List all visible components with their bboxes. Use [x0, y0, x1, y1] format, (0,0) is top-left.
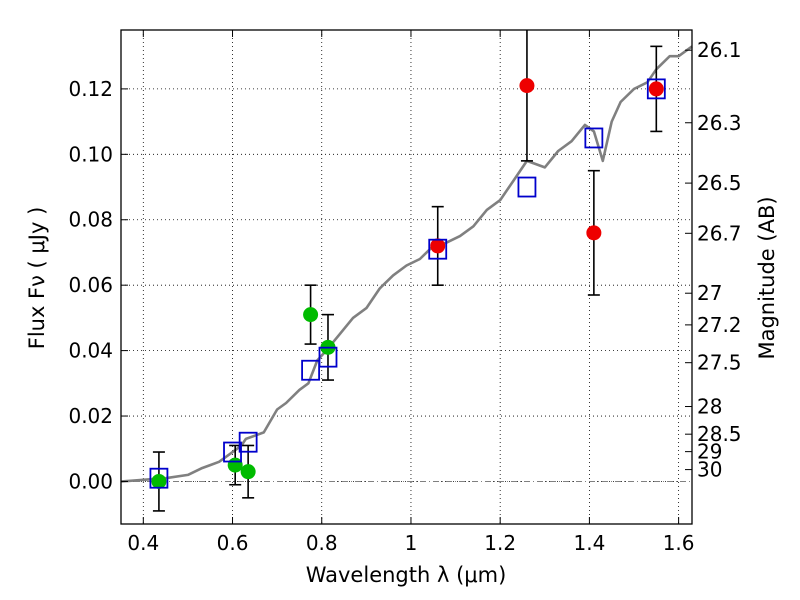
x-tick-label: 1 — [405, 531, 418, 555]
y-tick-label: 0.04 — [68, 339, 113, 363]
model-box — [238, 431, 258, 453]
magnitude-tick-label: 29 — [697, 440, 722, 464]
magnitude-tick-label: 27.2 — [697, 313, 742, 337]
x-tick-label: 1.2 — [484, 531, 516, 555]
magnitude-tick-label: 26.3 — [697, 111, 742, 135]
y-tick-label: 0.10 — [68, 142, 113, 166]
model-box — [517, 176, 537, 198]
x-tick-label: 0.6 — [217, 531, 249, 555]
model-spectrum — [120, 45, 693, 483]
model-box — [149, 467, 169, 489]
y-tick-label: 0.08 — [68, 208, 113, 232]
y-tick-label: 0.06 — [68, 273, 113, 297]
model-box — [584, 127, 604, 149]
magnitude-tick-label: 27 — [697, 281, 722, 305]
model-box — [428, 238, 448, 260]
model-box — [301, 359, 320, 381]
x-axis-title: Wavelength λ (μm) — [306, 563, 507, 587]
model-box — [318, 346, 338, 368]
y-axis-title: Flux Fν ( μJy ) — [25, 207, 49, 350]
magnitude-axis-title: Magnitude (AB) — [755, 196, 779, 359]
optical-point — [151, 473, 167, 489]
model-boxes — [149, 78, 666, 489]
magnitude-tick-label: 26.7 — [697, 221, 742, 245]
optical-point — [240, 464, 256, 480]
grid-lines — [121, 30, 692, 524]
model-spectrum-line — [120, 45, 693, 483]
model-box — [646, 78, 666, 100]
tick-marks — [121, 30, 692, 524]
x-tick-label: 1.4 — [573, 531, 605, 555]
x-tick-label: 0.8 — [306, 531, 338, 555]
magnitude-tick-label: 26.5 — [697, 171, 742, 195]
y-tick-label: 0.02 — [68, 404, 113, 428]
magnitude-tick-label: 28 — [697, 395, 722, 419]
y-tick-label: 0.12 — [68, 77, 113, 101]
x-tick-label: 1.6 — [663, 531, 695, 555]
magnitude-tick-label: 28.5 — [697, 422, 742, 446]
error-bars — [152, 30, 663, 512]
y-tick-labels: 0.00 0.02 0.04 0.06 0.08 0.10 0.12 — [68, 77, 113, 494]
magnitude-tick-label: 26.1 — [697, 38, 742, 62]
optical-point — [303, 307, 319, 323]
magnitude-tick-label: 27.5 — [697, 351, 742, 375]
magnitude-tick-label: 30 — [697, 458, 722, 482]
ir-point — [648, 81, 664, 97]
ir-point — [586, 225, 602, 241]
x-tick-labels: 0.4 0.6 0.8 1 1.2 1.4 1.6 — [127, 531, 694, 555]
plot-frame — [120, 29, 693, 525]
y-tick-label: 0.00 — [68, 469, 113, 493]
x-tick-label: 0.4 — [127, 531, 159, 555]
ir-point — [519, 78, 535, 94]
data-points — [151, 78, 664, 489]
ir-point — [430, 238, 446, 254]
